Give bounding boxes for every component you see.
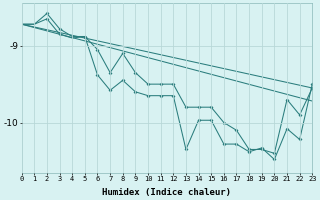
X-axis label: Humidex (Indice chaleur): Humidex (Indice chaleur) bbox=[102, 188, 231, 197]
